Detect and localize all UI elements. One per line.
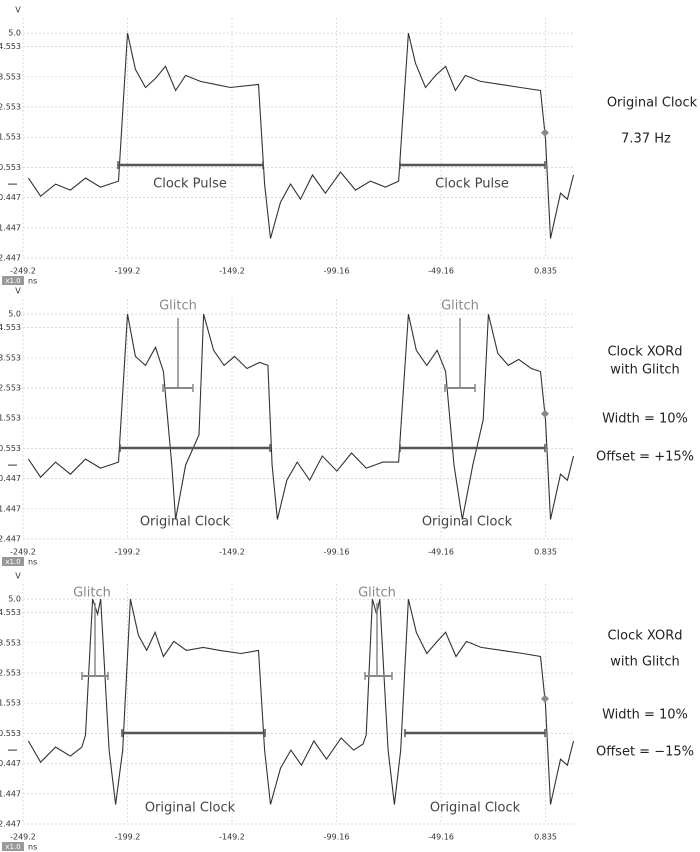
zoom-badge — [2, 842, 24, 851]
y-tick-label: 2.553 — [0, 668, 21, 677]
zoom-badge — [2, 276, 24, 285]
x-tick-label: 0.835 — [534, 548, 557, 557]
y-tick-label: 4.553 — [0, 608, 21, 617]
y-tick-label: 5.0 — [8, 29, 21, 38]
annotation: Clock Pulse — [435, 177, 509, 192]
y-tick-label: 3.553 — [0, 638, 21, 647]
zoom-label: x1.0 — [5, 843, 20, 851]
y-tick-label: 4.553 — [0, 42, 21, 51]
side-label: Original Clock — [607, 96, 698, 111]
y-axis-label: V — [15, 287, 21, 296]
waveform — [27, 32, 575, 239]
y-tick-label: 1.553 — [0, 133, 21, 142]
y-tick-label: 0.553 — [0, 444, 21, 453]
y-tick-label: -1.447 — [0, 789, 21, 798]
annotation: Original Clock — [430, 801, 521, 816]
x-tick-label: -49.16 — [428, 267, 454, 276]
y-tick-label: -2.447 — [0, 820, 21, 829]
side-label: Width = 10% — [602, 708, 688, 723]
zoom-label: x1.0 — [5, 277, 20, 285]
side-label: with Glitch — [610, 363, 680, 378]
x-tick-label: -199.2 — [115, 548, 141, 557]
side-label: 7.37 Hz — [621, 132, 671, 147]
x-tick-label: 0.835 — [534, 267, 557, 276]
y-tick-label: 3.553 — [0, 353, 21, 362]
annotation: Glitch — [159, 299, 197, 314]
y-axis-label: V — [15, 572, 21, 581]
x-tick-label: -99.16 — [324, 267, 350, 276]
annotation: Original Clock — [140, 515, 231, 530]
zoom-badge — [2, 557, 24, 566]
y-tick-label: 2.553 — [0, 383, 21, 392]
x-tick-label: -199.2 — [115, 267, 141, 276]
side-label: Offset = −15% — [596, 745, 694, 760]
x-tick-label: -249.2 — [10, 833, 36, 842]
side-label: Offset = +15% — [596, 450, 694, 465]
side-label: Clock XORd — [607, 629, 682, 644]
y-tick-label: -0.447 — [0, 193, 21, 202]
x-axis-label: ns — [28, 843, 37, 852]
y-tick-label: 1.553 — [0, 414, 21, 423]
x-axis-label: ns — [28, 558, 37, 567]
y-tick-label: -0.447 — [0, 474, 21, 483]
y-tick-label: 4.553 — [0, 323, 21, 332]
y-tick-label: -2.447 — [0, 535, 21, 544]
zoom-label: x1.0 — [5, 558, 20, 566]
annotation: Glitch — [358, 586, 396, 601]
x-tick-label: -49.16 — [428, 548, 454, 557]
annotation: Clock Pulse — [153, 177, 227, 192]
x-tick-label: -149.2 — [219, 267, 245, 276]
y-tick-label: -0.447 — [0, 759, 21, 768]
y-tick-label: -1.447 — [0, 504, 21, 513]
annotation: Glitch — [73, 586, 111, 601]
x-tick-label: -99.16 — [324, 833, 350, 842]
y-tick-label: -2.447 — [0, 254, 21, 263]
y-tick-label: 2.553 — [0, 102, 21, 111]
y-tick-label: 1.553 — [0, 699, 21, 708]
x-tick-label: 0.835 — [534, 833, 557, 842]
annotation: Original Clock — [145, 801, 236, 816]
x-tick-label: -149.2 — [219, 833, 245, 842]
waveform — [27, 598, 575, 805]
x-axis-label: ns — [28, 277, 37, 286]
x-tick-label: -99.16 — [324, 548, 350, 557]
side-label: Clock XORd — [607, 345, 682, 360]
x-tick-label: -249.2 — [10, 267, 36, 276]
annotation: Glitch — [441, 299, 479, 314]
x-tick-label: -249.2 — [10, 548, 36, 557]
x-tick-label: -149.2 — [219, 548, 245, 557]
y-tick-label: 0.553 — [0, 729, 21, 738]
y-tick-label: 3.553 — [0, 72, 21, 81]
side-label: Width = 10% — [602, 412, 688, 427]
trigger-marker — [541, 694, 549, 703]
annotation: Original Clock — [422, 515, 513, 530]
trigger-marker — [541, 409, 549, 418]
y-tick-label: 5.0 — [8, 595, 21, 604]
waveform — [27, 313, 575, 520]
y-tick-label: -1.447 — [0, 223, 21, 232]
y-tick-label: 5.0 — [8, 310, 21, 319]
x-tick-label: -199.2 — [115, 833, 141, 842]
trigger-marker — [541, 128, 549, 137]
x-tick-label: -49.16 — [428, 833, 454, 842]
side-label: with Glitch — [610, 655, 680, 670]
y-tick-label: 0.553 — [0, 163, 21, 172]
y-axis-label: V — [15, 6, 21, 15]
